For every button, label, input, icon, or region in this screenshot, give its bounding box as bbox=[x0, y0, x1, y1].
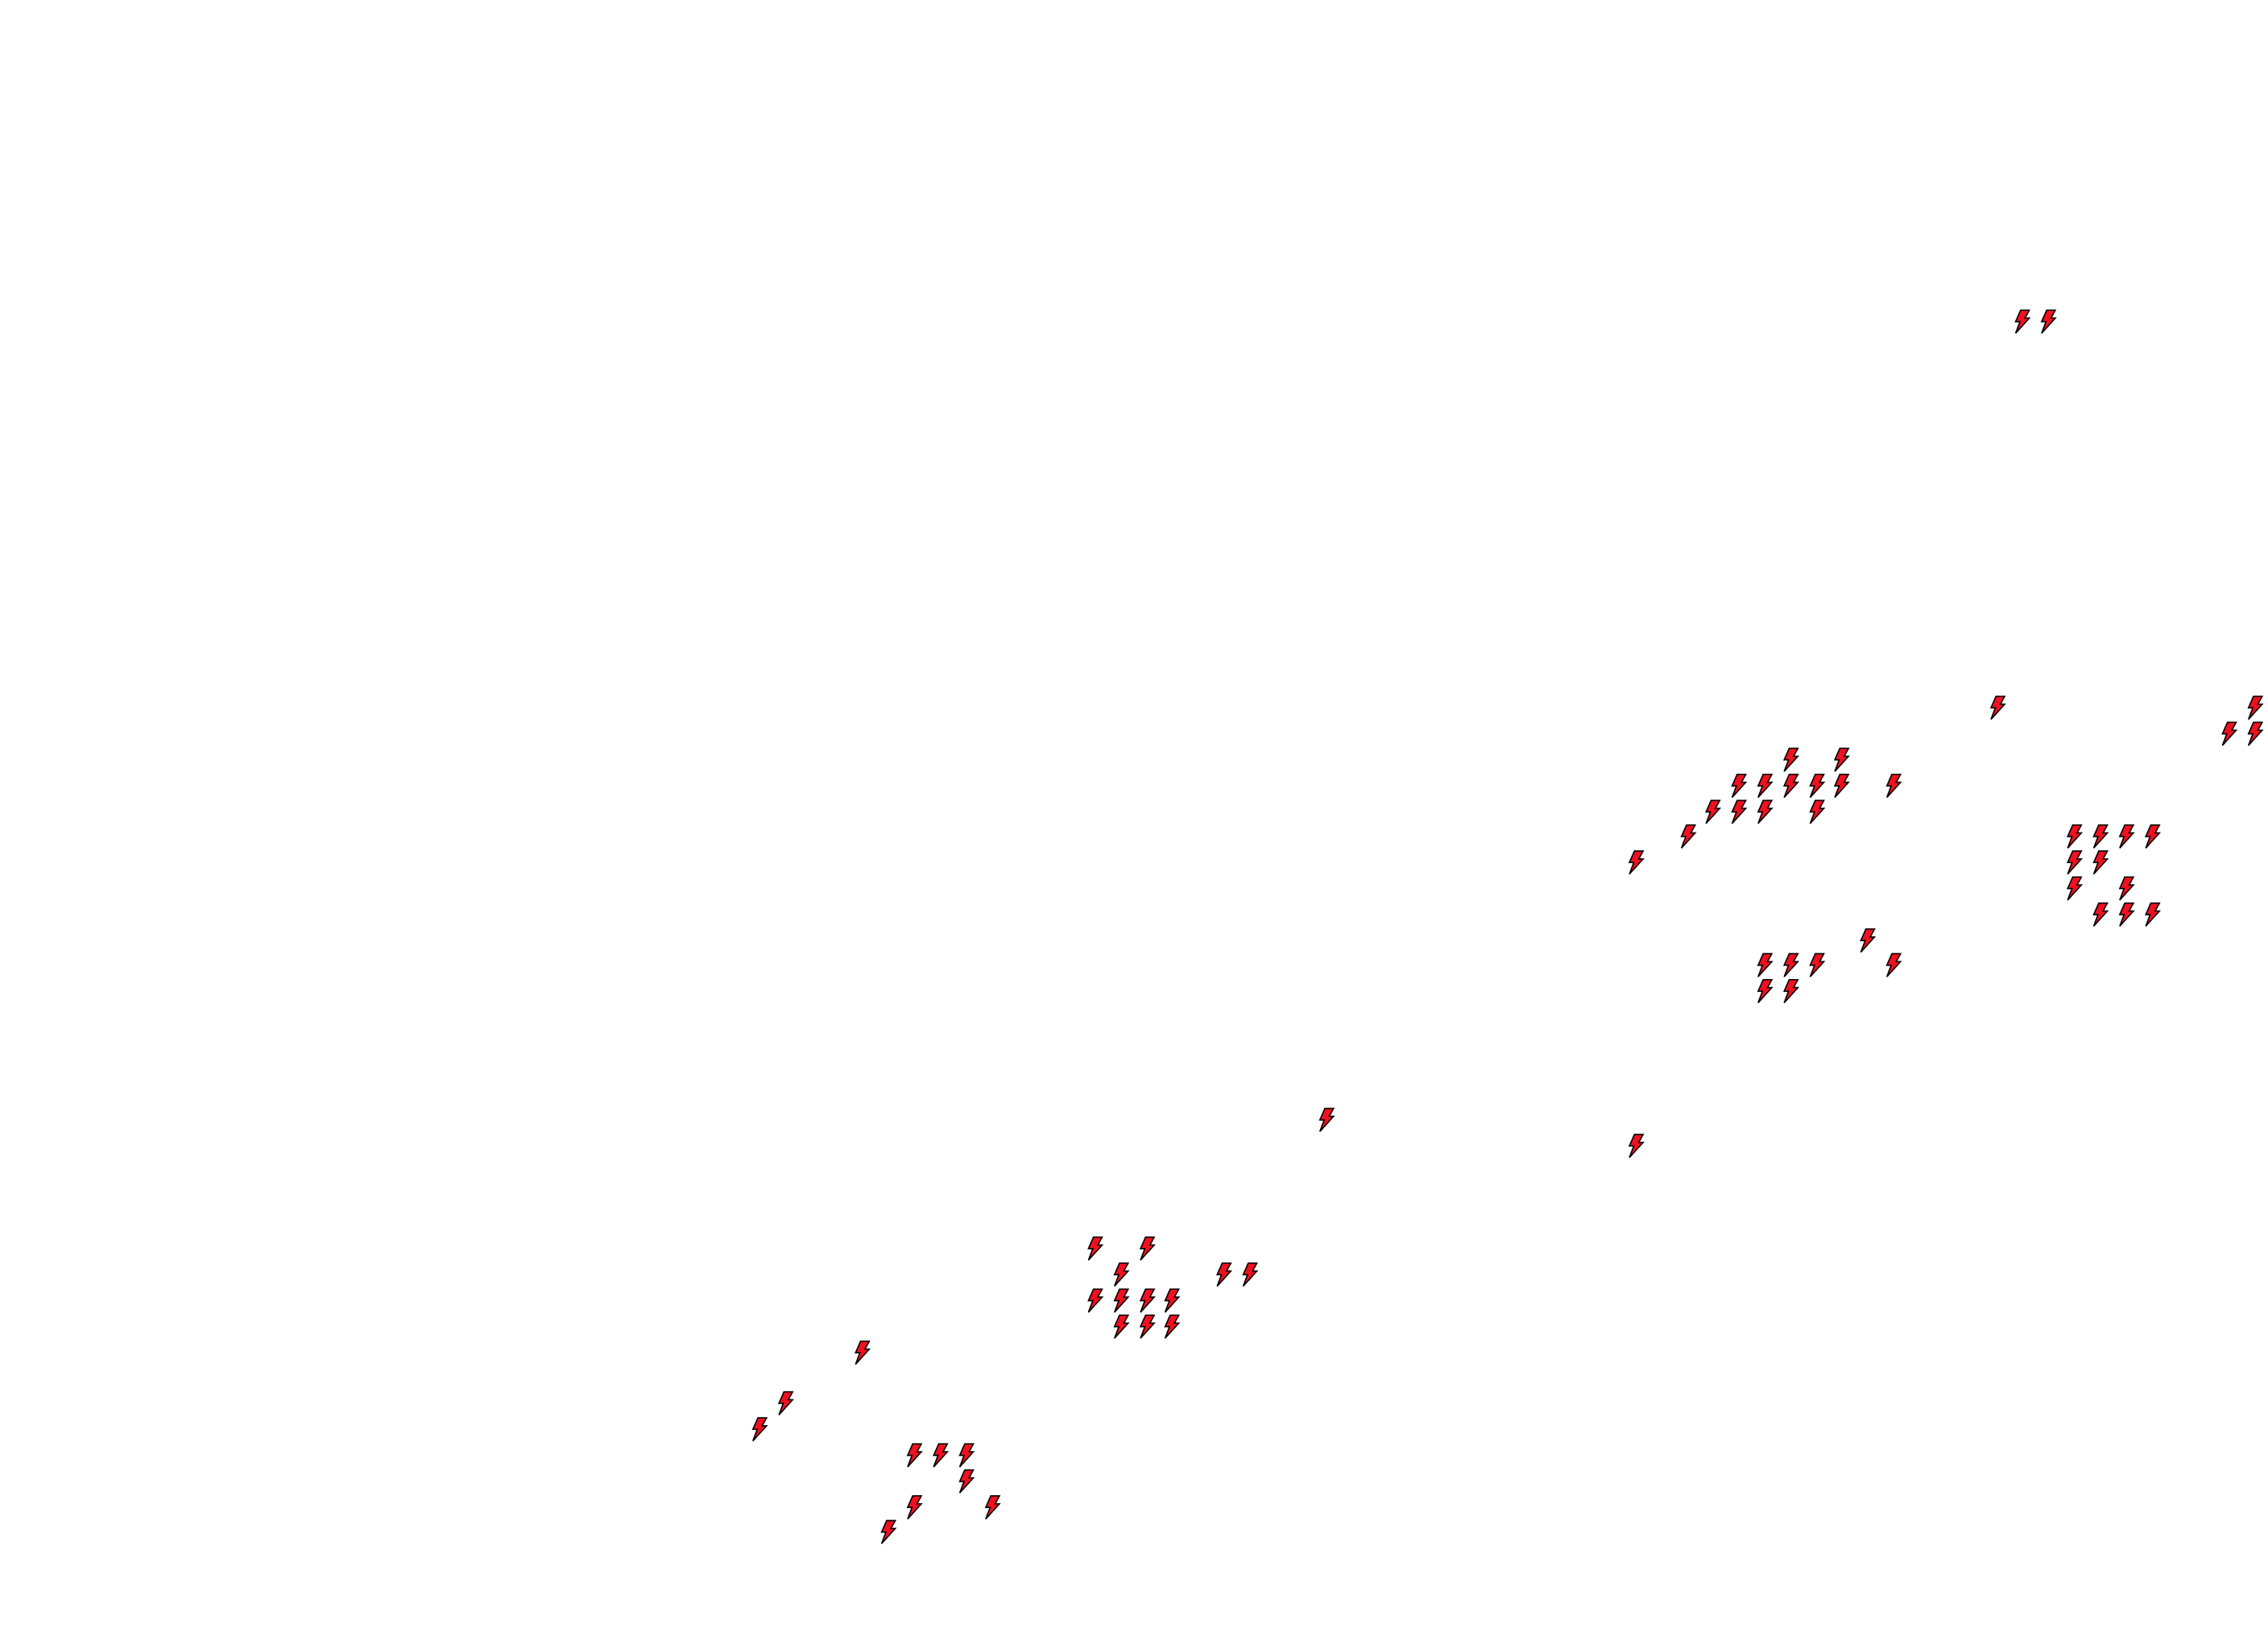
lightning-bolt-icon[interactable] bbox=[932, 1443, 950, 1468]
lightning-bolt-icon[interactable] bbox=[1627, 850, 1645, 875]
lightning-bolt-icon[interactable] bbox=[1782, 747, 1800, 772]
lightning-bolt-icon[interactable] bbox=[1808, 953, 1826, 977]
lightning-bolt-icon[interactable] bbox=[1086, 1288, 1104, 1313]
lightning-bolt-icon[interactable] bbox=[2144, 824, 2162, 849]
lightning-bolt-icon[interactable] bbox=[1112, 1262, 1130, 1287]
lightning-bolt-icon[interactable] bbox=[958, 1443, 975, 1468]
lightning-bolt-icon[interactable] bbox=[2117, 876, 2135, 901]
lightning-bolt-icon[interactable] bbox=[1112, 1288, 1130, 1313]
lightning-bolt-icon[interactable] bbox=[879, 1519, 897, 1544]
lightning-bolt-icon[interactable] bbox=[1756, 953, 1773, 977]
lightning-bolt-icon[interactable] bbox=[1627, 1134, 1645, 1159]
lightning-bolt-icon[interactable] bbox=[1138, 1236, 1156, 1261]
lightning-bolt-icon[interactable] bbox=[1756, 800, 1773, 824]
lightning-bolt-icon[interactable] bbox=[1112, 1314, 1130, 1339]
lightning-bolt-icon[interactable] bbox=[1730, 800, 1748, 824]
lightning-bolt-icon[interactable] bbox=[2039, 309, 2057, 334]
lightning-bolt-icon[interactable] bbox=[983, 1495, 1001, 1520]
lightning-bolt-icon[interactable] bbox=[958, 1469, 975, 1494]
lightning-bolt-icon[interactable] bbox=[1215, 1262, 1233, 1287]
lightning-bolt-icon[interactable] bbox=[2246, 721, 2264, 746]
lightning-bolt-icon[interactable] bbox=[1163, 1288, 1181, 1313]
lightning-bolt-icon[interactable] bbox=[2117, 902, 2135, 928]
lightning-bolt-icon[interactable] bbox=[2220, 721, 2238, 746]
lightning-bolt-icon[interactable] bbox=[1885, 953, 1902, 977]
lightning-bolt-icon[interactable] bbox=[2066, 824, 2084, 849]
lightning-bolt-icon[interactable] bbox=[751, 1417, 768, 1442]
lightning-bolt-icon[interactable] bbox=[2092, 902, 2109, 928]
lightning-bolt-icon[interactable] bbox=[1756, 773, 1773, 799]
lightning-bolt-icon[interactable] bbox=[1859, 928, 1877, 953]
lightning-bolt-icon[interactable] bbox=[2066, 850, 2084, 875]
lightning-bolt-icon[interactable] bbox=[1782, 953, 1800, 977]
lightning-bolt-icon[interactable] bbox=[1138, 1314, 1156, 1339]
lightning-bolt-icon[interactable] bbox=[1832, 747, 1850, 772]
lightning-bolt-icon[interactable] bbox=[1782, 773, 1800, 799]
lightning-bolt-icon[interactable] bbox=[2092, 824, 2109, 849]
lightning-bolt-icon[interactable] bbox=[1808, 773, 1826, 799]
lightning-bolt-icon[interactable] bbox=[1808, 800, 1826, 824]
lightning-bolt-icon[interactable] bbox=[1138, 1288, 1156, 1313]
lightning-bolt-icon[interactable] bbox=[1086, 1236, 1104, 1261]
lightning-bolt-icon[interactable] bbox=[776, 1391, 794, 1416]
lightning-bolt-icon[interactable] bbox=[1704, 800, 1722, 824]
lightning-bolt-icon[interactable] bbox=[905, 1443, 923, 1468]
lightning-bolt-icon[interactable] bbox=[1782, 978, 1800, 1004]
lightning-bolt-icon[interactable] bbox=[2013, 309, 2031, 334]
lightning-bolt-icon[interactable] bbox=[1989, 695, 2006, 721]
lightning-bolt-icon[interactable] bbox=[905, 1495, 923, 1520]
lightning-bolt-icon[interactable] bbox=[2117, 824, 2135, 849]
lightning-bolt-icon[interactable] bbox=[2066, 876, 2084, 901]
lightning-bolt-icon[interactable] bbox=[1832, 773, 1850, 799]
lightning-bolt-icon[interactable] bbox=[2246, 695, 2264, 721]
lightning-bolt-icon[interactable] bbox=[1318, 1107, 1335, 1133]
lightning-bolt-icon[interactable] bbox=[1756, 978, 1773, 1004]
lightning-bolt-icon[interactable] bbox=[1885, 773, 1902, 799]
lightning-bolt-icon[interactable] bbox=[854, 1340, 871, 1366]
lightning-bolt-icon[interactable] bbox=[1679, 824, 1697, 849]
lightning-bolt-icon[interactable] bbox=[2144, 902, 2162, 928]
lightning-bolt-icon[interactable] bbox=[1730, 773, 1748, 799]
lightning-bolt-icon[interactable] bbox=[2092, 850, 2109, 875]
lightning-bolt-icon[interactable] bbox=[1241, 1262, 1259, 1287]
lightning-bolt-icon[interactable] bbox=[1163, 1314, 1181, 1339]
